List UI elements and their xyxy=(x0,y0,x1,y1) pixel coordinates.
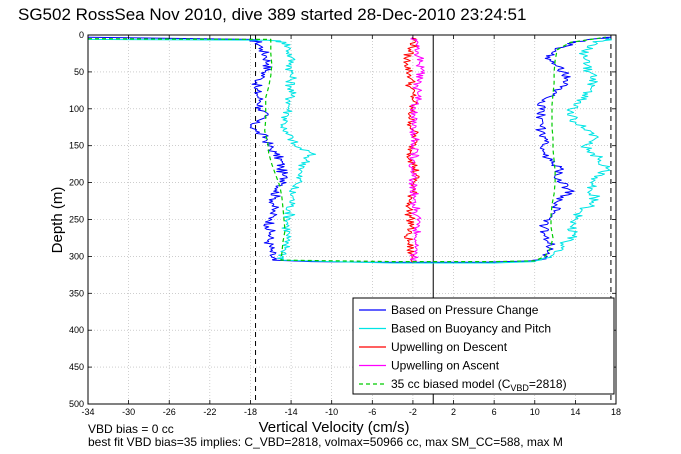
series-35-cc-biased-model-c-vbd-2818-ascent xyxy=(433,36,606,263)
y-tick-label: 500 xyxy=(69,399,84,409)
annotation-vbd-bias: VBD bias = 0 cc xyxy=(88,422,174,436)
legend-label: Upwelling on Descent xyxy=(391,340,508,354)
y-tick-label: 150 xyxy=(69,141,84,151)
x-tick-label: -22 xyxy=(203,407,216,417)
y-tick-label: 100 xyxy=(69,104,84,114)
x-axis-label: Vertical Velocity (cm/s) xyxy=(259,419,410,436)
y-tick-label: 200 xyxy=(69,178,84,188)
y-tick-label: 50 xyxy=(74,67,84,77)
series-upwelling-on-descent xyxy=(403,36,420,263)
data-series xyxy=(87,36,612,264)
legend-label: Based on Pressure Change xyxy=(391,303,539,317)
y-tick-label: 300 xyxy=(69,251,84,261)
series-upwelling-on-ascent xyxy=(408,36,425,263)
y-tick-label: 450 xyxy=(69,362,84,372)
chart-title: SG502 RossSea Nov 2010, dive 389 started… xyxy=(18,5,526,24)
legend-label: 35 cc biased model (CVBD=2818) xyxy=(391,377,567,393)
legend-label-main: Upwelling on Ascent xyxy=(391,359,500,373)
y-tick-label: 400 xyxy=(69,325,84,335)
x-tick-label: -14 xyxy=(285,407,298,417)
series-based-on-buoyancy-and-pitch-descent xyxy=(87,38,434,264)
legend-label-subscript: VBD xyxy=(510,383,529,393)
legend: Based on Pressure Change Based on Buoyanc… xyxy=(352,297,615,395)
legend-label: Upwelling on Ascent xyxy=(391,359,500,373)
grid xyxy=(88,35,616,404)
axis-ticks: -34 -30 -26 -22 -18 -14 -10 -6 -2 2 6 10 14 180501001… xyxy=(69,30,621,417)
legend-label-main: Upwelling on Descent xyxy=(391,340,508,354)
legend-label-tail: =2818) xyxy=(529,377,567,391)
series-based-on-buoyancy-and-pitch-ascent xyxy=(433,38,612,264)
x-tick-label: -2 xyxy=(409,407,417,417)
x-tick-label: 6 xyxy=(492,407,497,417)
x-tick-label: 14 xyxy=(570,407,580,417)
x-tick-label: -34 xyxy=(81,407,94,417)
x-tick-label: -30 xyxy=(122,407,135,417)
x-tick-label: 10 xyxy=(530,407,540,417)
legend-label-main: Based on Pressure Change xyxy=(391,303,539,317)
legend-label-main: Based on Buoyancy and Pitch xyxy=(391,322,551,336)
x-tick-label: -26 xyxy=(163,407,176,417)
series-35-cc-biased-model-c-vbd-2818-descent xyxy=(87,38,434,263)
x-tick-label: -18 xyxy=(244,407,257,417)
y-tick-label: 250 xyxy=(69,215,84,225)
x-tick-label: 18 xyxy=(611,407,621,417)
legend-label: Based on Buoyancy and Pitch xyxy=(391,322,551,336)
legend-box xyxy=(352,297,615,395)
y-tick-label: 0 xyxy=(79,30,84,40)
x-tick-label: -6 xyxy=(368,407,376,417)
legend-label-main: 35 cc biased model (C xyxy=(391,377,511,391)
x-tick-label: 2 xyxy=(451,407,456,417)
y-tick-label: 350 xyxy=(69,288,84,298)
annotation-best-fit: best fit VBD bias=35 implies: C_VBD=2818… xyxy=(88,435,563,449)
x-tick-label: -10 xyxy=(325,407,338,417)
series-based-on-pressure-change-ascent xyxy=(433,36,611,263)
y-axis-label: Depth (m) xyxy=(49,187,66,254)
